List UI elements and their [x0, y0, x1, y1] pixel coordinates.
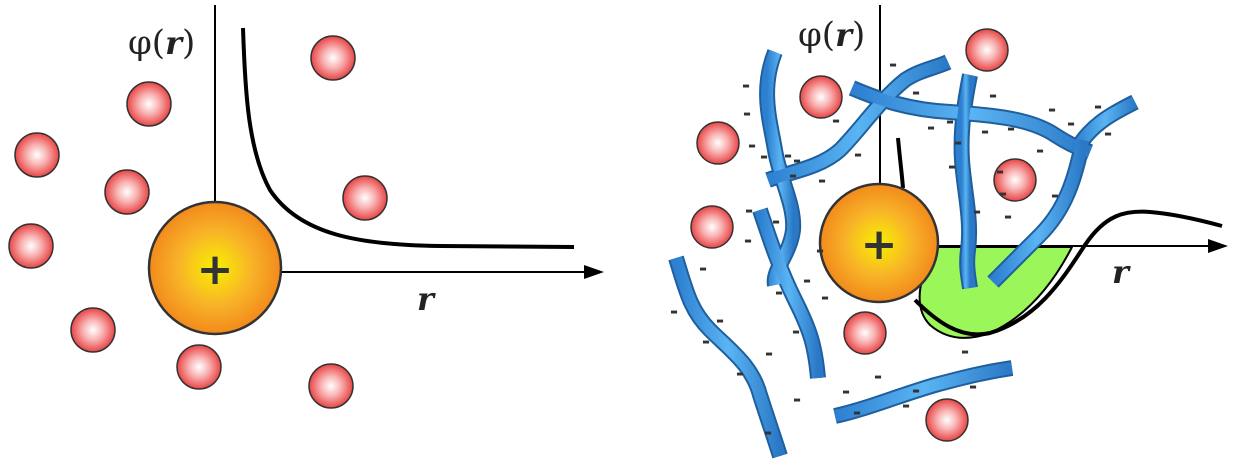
negative-charge: -: [961, 339, 969, 363]
negative-charge: -: [889, 52, 897, 76]
negative-charge: -: [912, 80, 920, 104]
counter-ion: [126, 81, 172, 127]
negative-charge: -: [789, 163, 797, 187]
negative-charge: -: [716, 308, 724, 332]
negative-charge: -: [854, 142, 862, 166]
negative-charge: -: [702, 329, 710, 353]
right-r-arrowhead: [1208, 239, 1228, 253]
counter-ion: [690, 205, 734, 249]
negative-charge: -: [765, 341, 773, 365]
negative-charge: -: [743, 101, 751, 125]
negative-charge: -: [775, 280, 783, 304]
negative-charge: -: [736, 361, 744, 385]
negative-charge: -: [999, 181, 1007, 205]
negative-charge: -: [1036, 138, 1044, 162]
counter-ion: [342, 175, 388, 221]
negative-charge: -: [973, 199, 981, 223]
negative-charges: --- - - -- ------ -- - ----------- ------ ----- --…: [670, 52, 1112, 444]
negative-charge: -: [764, 420, 772, 444]
negative-charge: -: [821, 285, 829, 309]
right-central-cation: +: [818, 182, 940, 304]
right-r-label: r: [1112, 253, 1131, 291]
counter-ion: [70, 307, 116, 353]
negative-charge: -: [954, 130, 962, 154]
left-r-arrowhead: [584, 265, 604, 279]
negative-charge: -: [832, 108, 840, 132]
negative-charge: -: [902, 393, 910, 417]
negative-charge: -: [1051, 183, 1059, 207]
negative-charge: -: [1004, 204, 1012, 228]
right-panel: φ(r) r: [668, 5, 1228, 459]
right-potential-curve: [896, 137, 1223, 337]
negative-charge: -: [1067, 111, 1075, 135]
counter-ion: [176, 344, 222, 390]
negative-charge: -: [981, 119, 989, 143]
negative-charge: -: [874, 364, 882, 388]
left-central-cation: +: [147, 200, 283, 336]
left-r-label: r: [417, 280, 436, 318]
left-potential-curve: [241, 27, 575, 249]
left-counter-ions: [8, 35, 388, 409]
left-plus-sign: +: [197, 244, 234, 295]
negative-charge: -: [745, 198, 753, 222]
negative-charge: -: [948, 154, 956, 178]
negative-charge: -: [772, 209, 780, 233]
negative-charge: -: [1104, 121, 1112, 145]
potential-well: [918, 246, 1074, 339]
negative-charge: -: [742, 73, 750, 97]
negative-charge: -: [946, 109, 954, 133]
negative-charge: -: [670, 299, 678, 323]
negative-charge: -: [969, 374, 977, 398]
negative-charge: -: [803, 268, 811, 292]
right-counter-ions: [690, 28, 1037, 442]
negative-charge: -: [818, 168, 826, 192]
negative-charge: -: [760, 144, 768, 168]
negative-charge: -: [748, 133, 756, 157]
negative-charge: -: [793, 387, 801, 411]
negative-charge: -: [927, 115, 935, 139]
counter-ion: [308, 363, 354, 409]
negative-charge: -: [784, 143, 792, 167]
negative-charge: -: [792, 319, 800, 343]
negative-charge: -: [912, 378, 920, 402]
right-phi-label: φ(r): [798, 15, 865, 55]
negative-charge: -: [996, 159, 1004, 183]
negative-charge: -: [842, 379, 850, 403]
right-plus-sign: +: [861, 219, 898, 270]
negative-charge: -: [699, 256, 707, 280]
negative-charge: -: [793, 148, 801, 172]
negative-charge: -: [989, 83, 997, 107]
negative-charge: -: [744, 228, 752, 252]
counter-ion: [799, 75, 843, 119]
counter-ion: [843, 311, 887, 355]
left-panel: φ(r) r +: [8, 5, 604, 409]
negative-charge: -: [853, 400, 861, 424]
counter-ion: [310, 35, 356, 81]
counter-ion: [8, 223, 54, 269]
counter-ion: [696, 121, 740, 165]
counter-ion: [965, 28, 1009, 72]
counter-ion: [14, 132, 60, 178]
negative-charge: -: [816, 238, 824, 262]
polymer-strands: [668, 49, 1139, 459]
negative-charge: -: [1007, 116, 1015, 140]
counter-ion: [993, 158, 1037, 202]
negative-charge: -: [1094, 94, 1102, 118]
counter-ion: [925, 398, 969, 442]
counter-ion: [104, 169, 150, 215]
negative-charge: -: [1048, 97, 1056, 121]
left-phi-label: φ(r): [128, 23, 195, 63]
